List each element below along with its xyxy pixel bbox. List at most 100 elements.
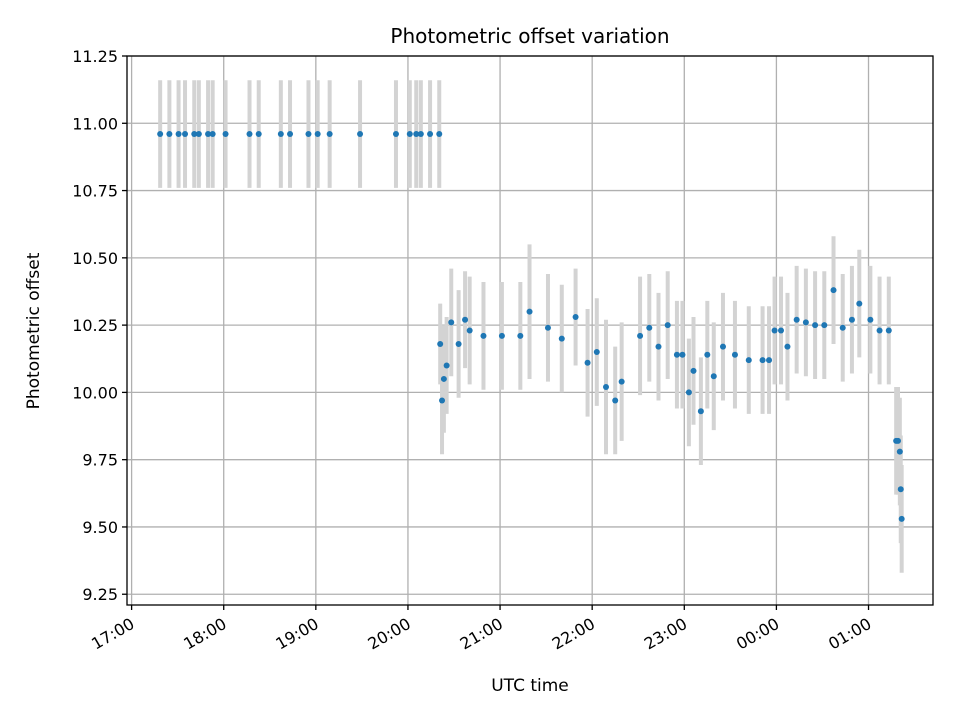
data-point bbox=[437, 340, 444, 347]
data-point bbox=[745, 357, 752, 364]
data-point bbox=[392, 131, 399, 138]
data-point bbox=[413, 131, 420, 138]
data-point bbox=[466, 327, 473, 334]
data-point bbox=[802, 319, 809, 326]
data-point bbox=[885, 327, 892, 334]
data-point bbox=[175, 131, 182, 138]
y-tick-label: 10.00 bbox=[72, 383, 118, 402]
data-point bbox=[439, 397, 446, 404]
data-points bbox=[157, 131, 905, 522]
data-point bbox=[839, 324, 846, 331]
data-point bbox=[443, 362, 450, 369]
data-point bbox=[558, 335, 565, 342]
data-point bbox=[664, 322, 671, 329]
data-point bbox=[897, 486, 904, 493]
data-point bbox=[205, 131, 212, 138]
data-point bbox=[690, 367, 697, 374]
data-point bbox=[812, 322, 819, 329]
y-tick-label: 10.50 bbox=[72, 249, 118, 268]
data-point bbox=[255, 131, 262, 138]
data-point bbox=[440, 375, 447, 382]
data-point bbox=[673, 351, 680, 358]
data-point bbox=[778, 327, 785, 334]
y-tick-label: 10.25 bbox=[72, 316, 118, 335]
data-point bbox=[517, 332, 524, 339]
data-point bbox=[646, 324, 653, 331]
data-point bbox=[894, 437, 901, 444]
x-tick-label: 00:00 bbox=[733, 614, 782, 654]
data-point bbox=[305, 131, 312, 138]
data-point bbox=[357, 131, 364, 138]
data-point bbox=[436, 131, 443, 138]
data-point bbox=[759, 357, 766, 364]
data-point bbox=[593, 349, 600, 356]
data-point bbox=[157, 131, 164, 138]
data-point bbox=[602, 384, 609, 391]
data-point bbox=[222, 131, 229, 138]
x-tick-label: 23:00 bbox=[641, 614, 690, 654]
data-point bbox=[766, 357, 773, 364]
x-tick-label: 22:00 bbox=[549, 614, 598, 654]
data-point bbox=[417, 131, 424, 138]
y-tick-label: 9.50 bbox=[82, 518, 118, 537]
data-point bbox=[821, 322, 828, 329]
y-axis-label: Photometric offset bbox=[24, 252, 44, 409]
data-point bbox=[719, 343, 726, 350]
data-point bbox=[704, 351, 711, 358]
y-tick-label: 9.75 bbox=[82, 451, 118, 470]
data-point bbox=[697, 408, 704, 415]
x-tick-label: 19:00 bbox=[272, 614, 321, 654]
x-axis-label: UTC time bbox=[491, 676, 569, 696]
y-tick-label: 11.25 bbox=[72, 47, 118, 66]
x-tick-label: 21:00 bbox=[457, 614, 506, 654]
data-point bbox=[166, 131, 173, 138]
data-point bbox=[209, 131, 216, 138]
data-point bbox=[498, 332, 505, 339]
data-point bbox=[448, 319, 455, 326]
data-point bbox=[195, 131, 202, 138]
data-point bbox=[191, 131, 198, 138]
data-point bbox=[896, 448, 903, 455]
y-tick-label: 10.75 bbox=[72, 182, 118, 201]
chart-title: Photometric offset variation bbox=[390, 24, 669, 48]
data-point bbox=[314, 131, 321, 138]
y-tick-label: 9.25 bbox=[82, 585, 118, 604]
data-point bbox=[480, 332, 487, 339]
data-point bbox=[406, 131, 413, 138]
data-point bbox=[867, 316, 874, 323]
data-point bbox=[427, 131, 434, 138]
data-point bbox=[848, 316, 855, 323]
data-point bbox=[830, 287, 837, 294]
data-point bbox=[856, 300, 863, 307]
data-point bbox=[710, 373, 717, 380]
data-point bbox=[876, 327, 883, 334]
data-point bbox=[655, 343, 662, 350]
data-point bbox=[287, 131, 294, 138]
data-point bbox=[685, 389, 692, 396]
data-point bbox=[618, 378, 625, 385]
error-bars bbox=[158, 80, 904, 573]
data-point bbox=[784, 343, 791, 350]
data-point bbox=[793, 316, 800, 323]
data-point bbox=[246, 131, 253, 138]
data-point bbox=[584, 359, 591, 366]
data-point bbox=[326, 131, 333, 138]
data-point bbox=[182, 131, 189, 138]
x-tick-label: 01:00 bbox=[825, 614, 874, 654]
y-axis-ticks: 9.25 9.50 9.75 10.00 10.25 10.50 10.75 11.00 11.… bbox=[72, 47, 127, 604]
data-point bbox=[679, 351, 686, 358]
y-tick-label: 11.00 bbox=[72, 114, 118, 133]
data-point bbox=[612, 397, 619, 404]
data-point bbox=[771, 327, 778, 334]
data-point bbox=[731, 351, 738, 358]
data-point bbox=[637, 332, 644, 339]
data-point bbox=[526, 308, 533, 315]
x-tick-label: 20:00 bbox=[365, 614, 414, 654]
plot-frame bbox=[126, 55, 934, 606]
data-point bbox=[455, 340, 462, 347]
x-tick-label: 18:00 bbox=[180, 614, 229, 654]
x-tick-label: 17:00 bbox=[88, 614, 137, 654]
data-point bbox=[898, 515, 905, 522]
x-axis-ticks: 17:00 18:00 19:00 20:00 21:00 22:00 23:00 00:00… bbox=[88, 605, 875, 654]
